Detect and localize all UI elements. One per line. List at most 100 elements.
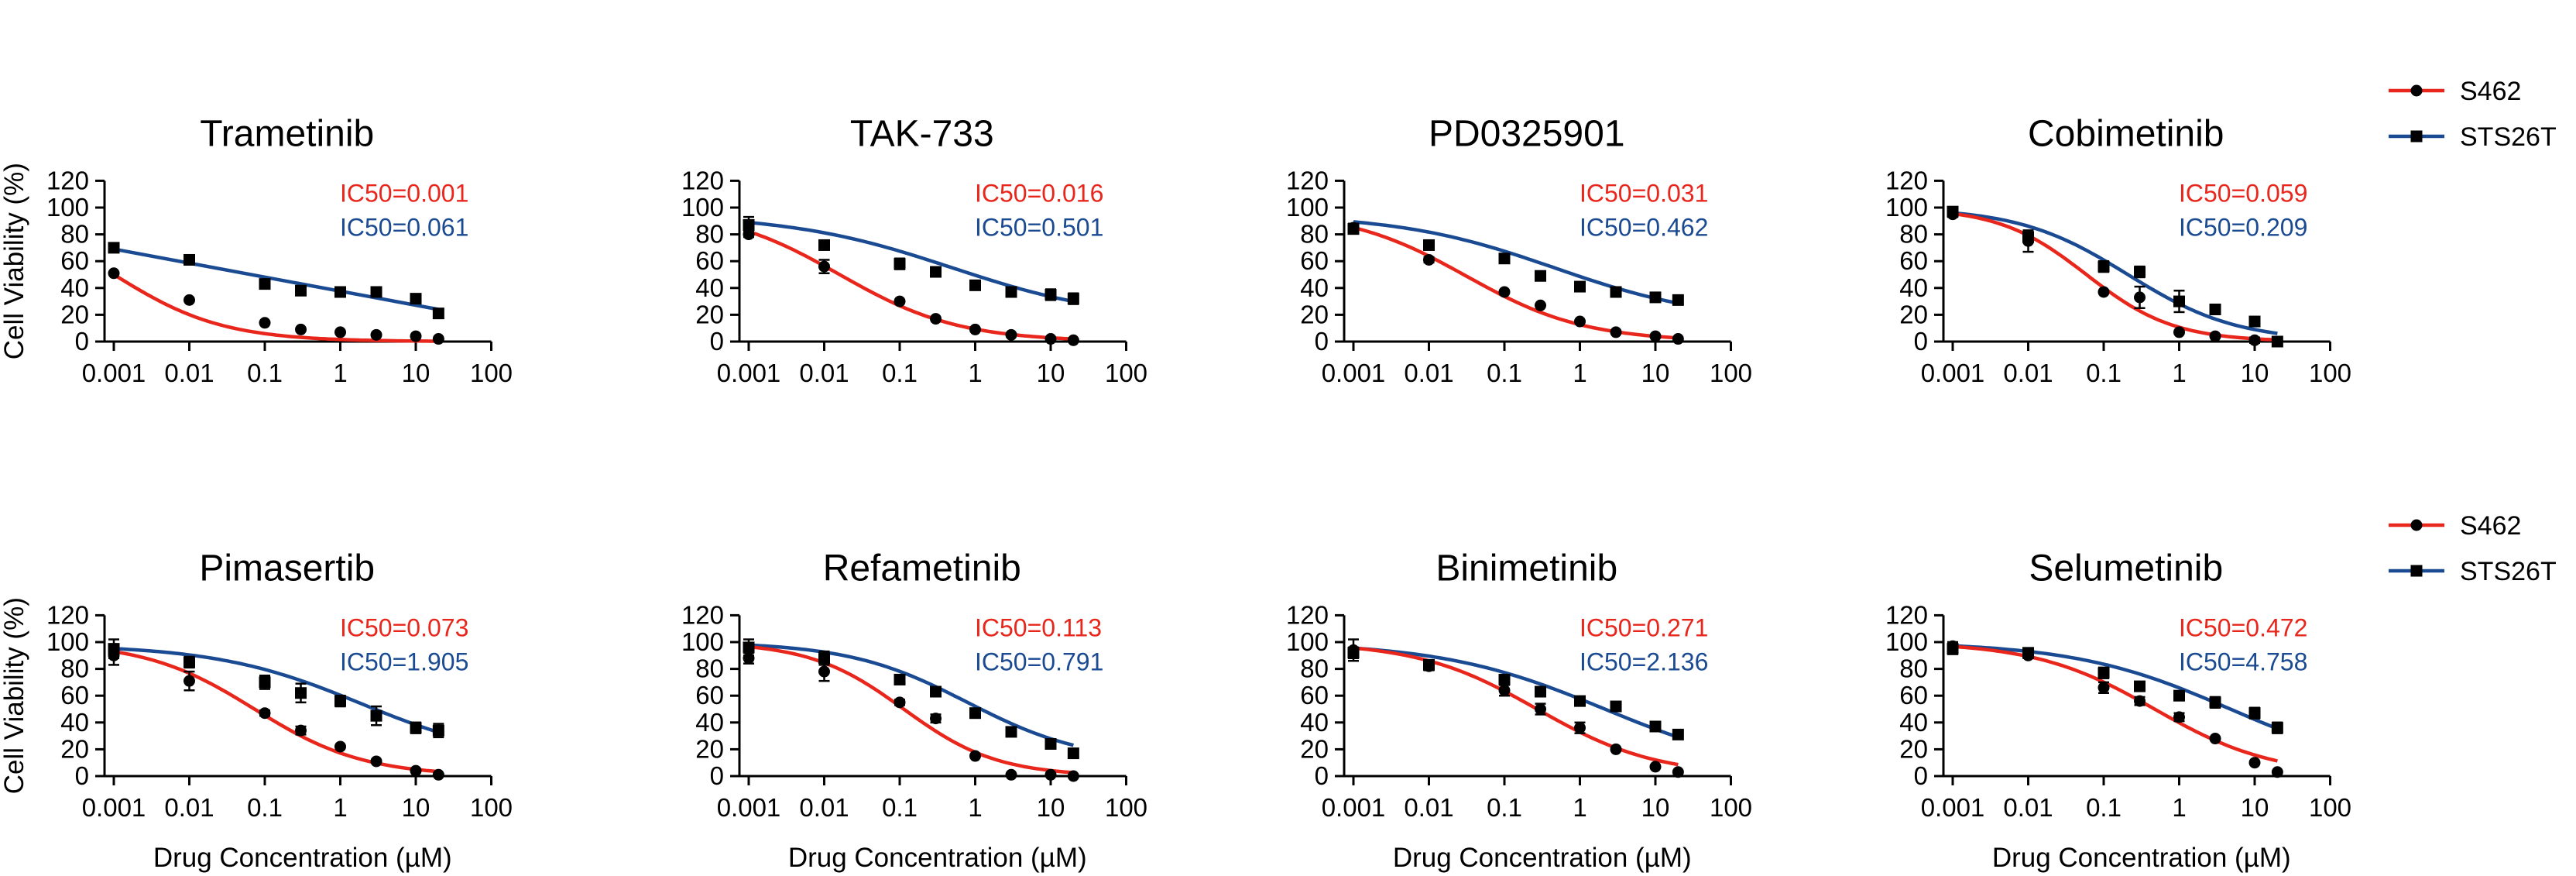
y-tick-label: 80 — [1300, 220, 1329, 249]
data-point-s462 — [2098, 286, 2110, 297]
x-tick-label: 0.001 — [1921, 793, 1985, 822]
fit-curve-sts26t — [114, 249, 438, 310]
data-point-s462 — [2272, 766, 2283, 778]
y-tick-label: 120 — [46, 600, 89, 629]
data-point-s462 — [2210, 733, 2221, 744]
data-point-sts26t — [2134, 681, 2146, 692]
data-point-sts26t — [930, 686, 942, 698]
y-tick-label: 0 — [1315, 327, 1329, 356]
data-point-sts26t — [433, 307, 444, 319]
x-tick-label: 100 — [470, 359, 513, 387]
y-tick-label: 120 — [1286, 600, 1329, 629]
x-tick-label: 0.001 — [1322, 793, 1386, 822]
y-tick-label: 20 — [1899, 300, 1928, 328]
data-point-s462 — [1650, 331, 1662, 342]
data-point-s462 — [2134, 291, 2146, 303]
x-tick-label: 0.01 — [1404, 793, 1453, 822]
x-tick-label: 0.01 — [1404, 359, 1453, 387]
data-point-s462 — [410, 331, 422, 342]
data-point-sts26t — [743, 641, 755, 653]
data-point-s462 — [894, 296, 906, 307]
x-tick-label: 100 — [1710, 359, 1752, 387]
x-tick-label: 0.1 — [882, 793, 918, 822]
x-tick-label: 0.01 — [2003, 793, 2053, 822]
x-tick-label: 10 — [1037, 793, 1065, 822]
y-tick-label: 120 — [46, 166, 89, 194]
x-tick-label: 1 — [2172, 359, 2186, 387]
data-point-s462 — [1068, 335, 1079, 346]
y-tick-label: 60 — [1300, 246, 1329, 275]
x-tick-label: 0.01 — [164, 359, 214, 387]
legend: S462 STS26T — [2389, 511, 2557, 586]
y-axis-label: Cell Viability (%) — [0, 163, 29, 359]
data-point-sts26t — [334, 286, 346, 297]
y-tick-label: 60 — [60, 681, 89, 709]
x-tick-label: 0.1 — [247, 793, 283, 822]
ic50-label-s462: IC50=0.113 — [975, 613, 1102, 641]
x-tick-label: 1 — [968, 359, 982, 387]
ic50-label-s462: IC50=0.031 — [1580, 179, 1708, 207]
y-tick-label: 20 — [695, 734, 724, 763]
y-tick-label: 40 — [1899, 708, 1928, 737]
panel-selumetinib: Selumetinib0204060801001200.001 0.01 0.1 1 1… — [1885, 548, 2351, 873]
data-point-sts26t — [1499, 252, 1511, 264]
data-point-s462 — [184, 675, 195, 687]
y-tick-label: 100 — [1885, 193, 1928, 222]
data-point-s462 — [184, 294, 195, 306]
panel-refametinib: Refametinib0204060801001200.001 0.01 0.1 1 1… — [681, 548, 1147, 873]
y-tick-label: 60 — [695, 246, 724, 275]
data-point-s462 — [1947, 208, 1959, 220]
y-axis-label: Cell Viability (%) — [0, 597, 29, 794]
data-point-s462 — [1006, 329, 1017, 341]
y-tick-label: 40 — [60, 273, 89, 302]
data-point-sts26t — [295, 687, 307, 699]
data-point-s462 — [2098, 682, 2110, 693]
data-point-sts26t — [894, 258, 906, 270]
y-tick-label: 60 — [1899, 681, 1928, 709]
y-tick-label: 40 — [695, 273, 724, 302]
data-point-s462 — [259, 317, 271, 328]
y-tick-label: 100 — [46, 193, 89, 222]
data-point-s462 — [1574, 316, 1586, 328]
data-point-sts26t — [259, 676, 271, 688]
panel-title: Refametinib — [823, 548, 1021, 589]
legend: S462 STS26T — [2389, 77, 2557, 152]
data-point-s462 — [818, 261, 830, 273]
data-point-sts26t — [2134, 266, 2146, 278]
data-point-sts26t — [1535, 270, 1546, 282]
data-point-s462 — [2173, 711, 2185, 723]
y-tick-label: 0 — [75, 761, 89, 790]
data-point-sts26t — [1610, 286, 1622, 297]
data-point-s462 — [1574, 722, 1586, 733]
data-point-sts26t — [930, 266, 942, 278]
y-tick-label: 20 — [1300, 300, 1329, 328]
data-point-s462 — [1610, 326, 1622, 338]
data-point-sts26t — [1672, 729, 1684, 740]
y-tick-label: 80 — [60, 654, 89, 683]
data-point-s462 — [1423, 661, 1435, 672]
data-point-s462 — [2022, 235, 2034, 247]
data-point-s462 — [433, 769, 444, 781]
data-point-sts26t — [334, 696, 346, 707]
x-tick-label: 1 — [1573, 793, 1586, 822]
y-tick-label: 20 — [695, 300, 724, 328]
data-point-sts26t — [1068, 747, 1079, 759]
data-point-s462 — [969, 751, 981, 762]
data-point-sts26t — [1672, 294, 1684, 306]
y-tick-label: 20 — [1300, 734, 1329, 763]
ic50-label-s462: IC50=0.059 — [2179, 179, 2307, 207]
dose-response-figure: Trametinib0204060801001200.001 0.01 0.1 1 10… — [0, 0, 2576, 876]
data-point-sts26t — [1610, 701, 1622, 713]
x-tick-label: 10 — [2241, 359, 2269, 387]
data-point-s462 — [371, 755, 382, 767]
y-tick-label: 80 — [60, 220, 89, 249]
data-point-sts26t — [410, 293, 422, 304]
x-tick-label: 1 — [968, 793, 982, 822]
ic50-label-sts26t: IC50=0.791 — [975, 648, 1103, 675]
y-tick-label: 40 — [1300, 273, 1329, 302]
y-tick-label: 100 — [1885, 627, 1928, 656]
